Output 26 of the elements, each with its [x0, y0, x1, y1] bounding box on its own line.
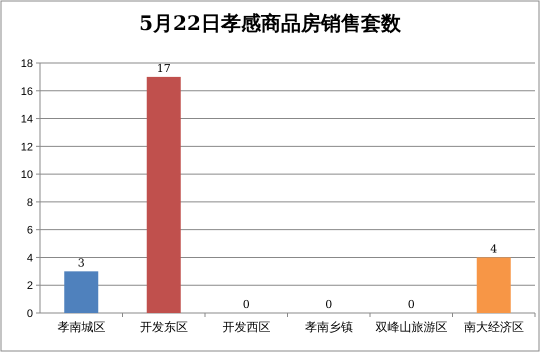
bar — [64, 271, 98, 313]
data-label: 0 — [325, 298, 332, 311]
bar — [146, 76, 181, 313]
y-tick-label: 4 — [26, 252, 33, 264]
x-tick-label: 开发东区 — [140, 320, 188, 334]
data-label: 4 — [490, 242, 498, 256]
x-tick-label: 南大经济区 — [464, 320, 524, 334]
y-tick-label: 8 — [26, 196, 33, 209]
bar — [476, 257, 511, 313]
y-tick-label: 2 — [26, 280, 33, 292]
y-tick-label: 12 — [20, 141, 33, 154]
data-label: 0 — [408, 298, 415, 311]
chart-title: 5月22日孝感商品房销售套数 — [139, 11, 402, 35]
y-tick-label: 10 — [20, 169, 33, 182]
data-label: 3 — [78, 256, 85, 270]
y-tick-label: 0 — [26, 308, 33, 320]
x-tick-label: 双峰山旅游区 — [375, 320, 448, 334]
y-tick-label: 6 — [26, 224, 33, 237]
data-label: 0 — [242, 298, 250, 311]
x-tick-label: 开发西区 — [222, 320, 270, 334]
x-tick-label: 孝南城区 — [57, 320, 106, 334]
y-tick-label: 16 — [20, 86, 33, 98]
y-tick-label: 14 — [20, 114, 33, 126]
x-tick-label: 孝南乡镇 — [304, 320, 353, 334]
data-label: 17 — [156, 62, 171, 75]
y-tick-label: 18 — [20, 58, 33, 70]
